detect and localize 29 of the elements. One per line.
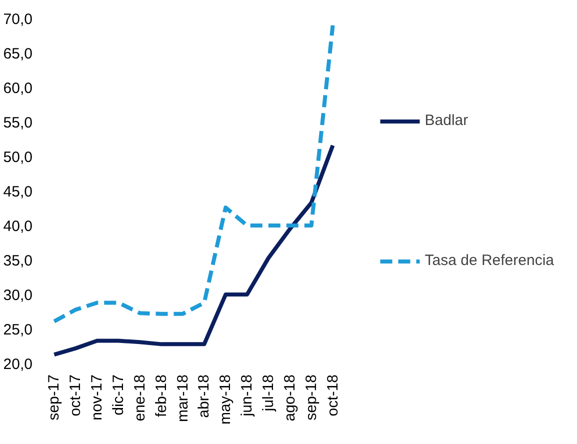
legend-label: Tasa de Referencia xyxy=(424,252,554,269)
x-tick-label: oct-18 xyxy=(324,374,342,416)
y-tick-label: 55,0 xyxy=(3,114,33,132)
x-tick-label: jul-18 xyxy=(260,374,277,412)
y-tick-label: 30,0 xyxy=(3,287,33,304)
y-tick-label: 65,0 xyxy=(3,46,33,62)
x-tick-label: may-18 xyxy=(217,374,234,425)
legend-label: Badlar xyxy=(424,112,468,129)
y-tick-label: 40,0 xyxy=(3,218,33,235)
y-tick-label: 25,0 xyxy=(3,322,33,338)
x-tick-label: ene-18 xyxy=(131,374,148,422)
x-tick-label: nov-17 xyxy=(88,374,106,420)
y-tick-label: 45,0 xyxy=(3,184,33,200)
line-series xyxy=(52,23,335,324)
x-tick-label: sep-18 xyxy=(302,374,320,420)
x-tick-label: jun-18 xyxy=(238,374,256,418)
y-tick-label: 60,0 xyxy=(3,80,33,97)
x-tick-label: mar-18 xyxy=(174,374,192,422)
x-tick-label: oct-17 xyxy=(67,374,84,416)
y-tick-label: 20,0 xyxy=(3,356,33,373)
x-tick-label: feb-18 xyxy=(152,374,170,418)
x-tick-label: dic-17 xyxy=(110,374,127,416)
y-tick-label: 70,0 xyxy=(3,11,33,28)
line-series xyxy=(52,143,335,357)
x-tick-label: abr-18 xyxy=(196,374,213,418)
x-tick-label: sep-17 xyxy=(46,374,63,420)
y-tick-label: 35,0 xyxy=(3,252,33,270)
x-tick-label: ago-18 xyxy=(281,374,298,422)
y-tick-label: 50,0 xyxy=(3,149,33,166)
